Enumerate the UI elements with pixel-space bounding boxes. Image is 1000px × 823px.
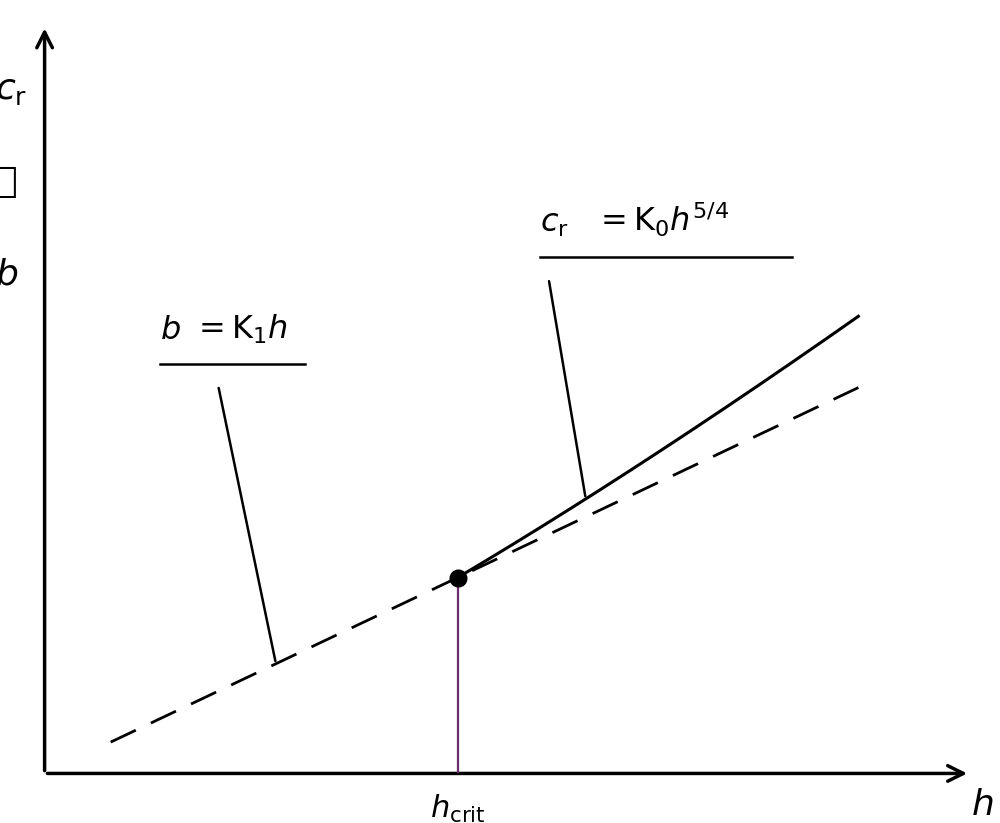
Text: $b$: $b$ xyxy=(160,315,181,346)
Text: $c_{\rm r}$: $c_{\rm r}$ xyxy=(540,208,569,239)
Text: $h_{\rm crit}$: $h_{\rm crit}$ xyxy=(430,793,486,823)
Text: $=\mathrm{K}_{0}h^{5/4}$: $=\mathrm{K}_{0}h^{5/4}$ xyxy=(594,201,729,239)
Text: $b$: $b$ xyxy=(0,258,18,292)
Text: $=\mathrm{K}_{1}h$: $=\mathrm{K}_{1}h$ xyxy=(192,313,288,346)
Text: $c_{\rm r}$: $c_{\rm r}$ xyxy=(0,72,27,107)
Text: $h$: $h$ xyxy=(971,788,994,822)
Text: 或: 或 xyxy=(0,165,17,199)
